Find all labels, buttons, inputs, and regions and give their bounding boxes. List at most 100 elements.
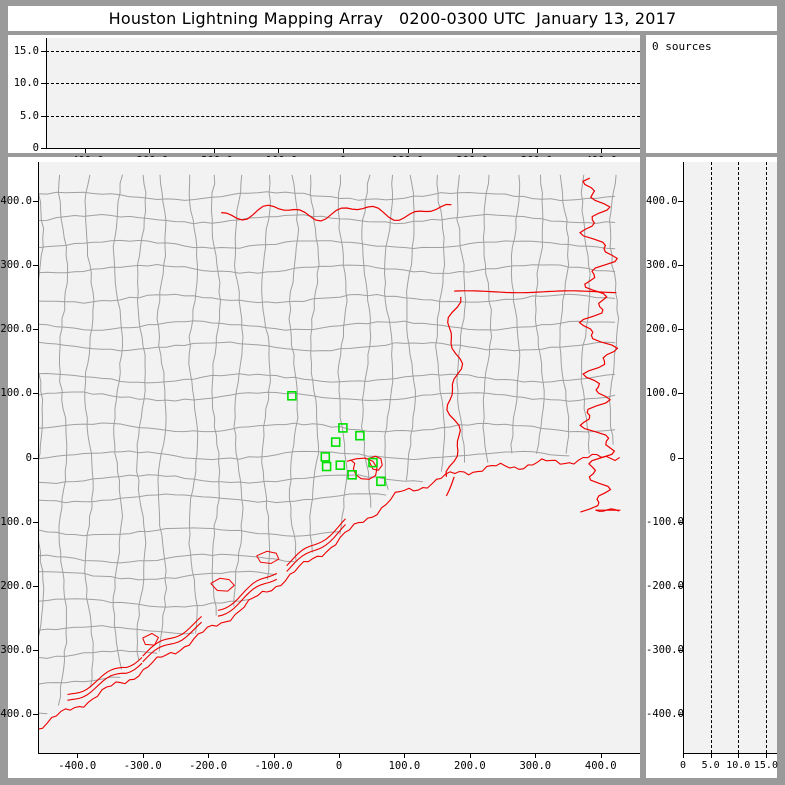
state-boundary-line xyxy=(454,290,617,294)
county-boundary-line xyxy=(360,174,372,508)
x-tick-label: 5.0 xyxy=(701,760,720,771)
x-tick-label: 0 xyxy=(679,760,687,771)
county-boundary-line xyxy=(38,320,616,331)
county-boundary-line xyxy=(136,174,147,661)
county-boundary-line xyxy=(405,174,416,481)
time-height-panel[interactable]: 05.010.015.0-400.0-300.0-200.0-100.00100… xyxy=(8,35,640,167)
lma-station-marker[interactable] xyxy=(376,476,386,487)
county-boundary-line xyxy=(534,174,545,454)
y-tick-label: 0 xyxy=(669,451,676,464)
y-tick xyxy=(33,393,38,395)
y-tick-label: 200.0 xyxy=(646,323,678,336)
state-boundary-line xyxy=(210,577,236,592)
gridline-horizontal xyxy=(46,83,640,85)
x-tick xyxy=(710,753,712,758)
x-tick-label: 300.0 xyxy=(519,760,552,772)
x-tick-label: 0 xyxy=(335,760,343,772)
y-tick-label: -400.0 xyxy=(0,708,32,721)
county-boundary-line xyxy=(38,391,616,402)
x-tick xyxy=(600,753,602,758)
x-tick xyxy=(536,148,538,153)
county-boundary-line xyxy=(580,174,591,454)
x-tick-label: 15.0 xyxy=(753,760,778,771)
y-tick xyxy=(33,457,38,459)
lma-station-marker[interactable] xyxy=(335,460,346,471)
state-boundary-line xyxy=(217,572,278,611)
x-tick xyxy=(84,148,86,153)
x-tick xyxy=(765,753,767,758)
county-boundary-line xyxy=(38,493,387,504)
lma-station-marker[interactable] xyxy=(347,469,357,480)
y-tick xyxy=(33,329,38,331)
x-tick xyxy=(273,753,275,758)
x-tick xyxy=(149,148,151,153)
y-tick-label: 300.0 xyxy=(0,258,32,271)
height-east-west-plot-area[interactable] xyxy=(683,162,777,753)
x-tick-label: -400.0 xyxy=(58,760,97,772)
county-boundary-line xyxy=(383,174,394,490)
county-boundary-line xyxy=(156,174,168,652)
y-axis-line xyxy=(683,162,684,753)
x-tick xyxy=(77,753,79,758)
lma-station-marker[interactable] xyxy=(330,437,341,447)
x-tick xyxy=(208,753,210,758)
county-boundary-line xyxy=(233,174,244,607)
y-tick xyxy=(41,83,46,85)
y-tick xyxy=(678,200,683,202)
county-boundary-line xyxy=(84,174,95,688)
county-boundary-line xyxy=(38,570,277,581)
source-count-label: 0 sources xyxy=(652,40,712,53)
x-tick xyxy=(142,753,144,758)
county-boundary-line xyxy=(309,174,320,553)
lma-station-marker[interactable] xyxy=(355,430,365,441)
county-boundary-line xyxy=(38,450,570,461)
state-boundary-line xyxy=(578,177,619,513)
lma-station-marker[interactable] xyxy=(338,423,348,433)
y-tick xyxy=(678,264,683,266)
lma-station-marker[interactable] xyxy=(287,391,297,401)
y-tick-label: 15.0 xyxy=(13,44,39,57)
y-tick-label: -200.0 xyxy=(646,579,684,592)
county-boundary-line xyxy=(112,174,124,670)
y-tick-label: -100.0 xyxy=(646,515,684,528)
state-boundary-line xyxy=(595,508,620,512)
window-title-bar: Houston Lightning Mapping Array 0200-030… xyxy=(8,6,777,31)
state-boundary-line xyxy=(67,662,143,701)
plan-view-map-panel[interactable]: -400.0 -300.0 -200.0 -100.0 0 100.0 200.0 300.0… xyxy=(0,157,640,778)
x-tick xyxy=(535,753,537,758)
lma-station-marker[interactable] xyxy=(368,457,378,468)
source-count-panel: 0 sources xyxy=(646,35,777,153)
lma-station-markers[interactable] xyxy=(38,162,640,753)
x-tick-label: 100.0 xyxy=(388,760,421,772)
county-boundary-line xyxy=(510,174,521,454)
county-boundary-line xyxy=(38,263,616,274)
height-east-west-panel[interactable]: -400.0 -300.0 -200.0 -100.0 0 100.0 200.0 300.0… xyxy=(646,157,778,778)
lma-station-marker[interactable] xyxy=(321,461,332,472)
x-tick xyxy=(213,148,215,153)
x-tick-label: 200.0 xyxy=(454,760,486,772)
gridline-horizontal xyxy=(46,115,640,117)
gridline-horizontal xyxy=(46,50,640,52)
state-boundary-line xyxy=(142,621,202,663)
y-tick-label: 300.0 xyxy=(646,258,678,271)
y-tick xyxy=(678,521,683,523)
y-axis-line xyxy=(38,162,39,753)
y-tick xyxy=(33,650,38,652)
time-height-plot-area[interactable] xyxy=(46,38,640,148)
x-tick xyxy=(683,753,684,758)
lma-station-marker[interactable] xyxy=(320,452,331,462)
x-tick xyxy=(738,753,740,758)
x-tick xyxy=(407,148,409,153)
map-plot-area[interactable] xyxy=(38,162,640,753)
county-boundary-line xyxy=(188,174,199,634)
map-geography xyxy=(38,174,621,730)
state-boundary-line xyxy=(217,578,278,617)
y-tick-label: 400.0 xyxy=(0,194,32,207)
state-boundary-line xyxy=(221,203,452,222)
state-boundary-line xyxy=(67,656,143,696)
county-boundary-line xyxy=(38,293,616,304)
y-tick xyxy=(678,329,683,331)
county-boundary-line xyxy=(57,174,69,706)
x-tick xyxy=(339,753,340,758)
y-tick xyxy=(33,521,38,523)
